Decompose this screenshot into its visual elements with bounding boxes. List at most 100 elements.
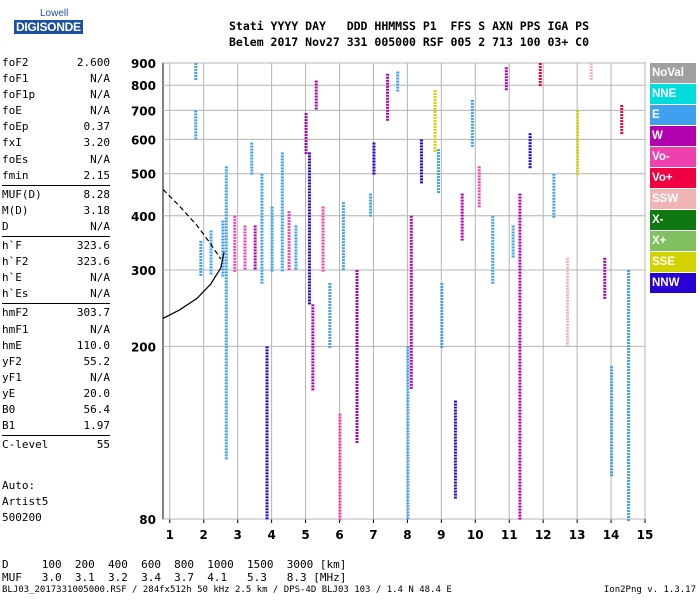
echo-point [406,424,410,427]
echo-point [491,218,495,221]
echo-point [221,268,225,271]
echo-point [221,223,225,226]
echo-column [528,133,532,169]
echo-point [355,278,359,281]
echo-point [311,310,315,313]
echo-point [396,86,400,89]
echo-point [409,260,413,263]
echo-point [199,243,203,246]
legend-item-sse: SSE [650,252,696,272]
echo-point [396,83,400,86]
echo-point [477,190,481,193]
echo-point [307,275,311,278]
echo-point [518,409,522,412]
echo-point [406,427,410,430]
echo-point [406,367,410,370]
echo-point [265,406,269,409]
echo-point [314,80,318,83]
echo-point [627,377,631,380]
param-name: yE [2,386,16,400]
echo-point [338,470,342,473]
echo-point [518,379,522,382]
echo-point [589,66,593,68]
echo-point [477,181,481,184]
echo-point [491,248,495,251]
echo-point [307,221,311,224]
echo-point [311,325,315,328]
echo-point [627,410,631,413]
x-tick-label: 10 [467,528,484,542]
echo-point [224,361,228,364]
echo-point [307,215,311,218]
echo-point [304,143,308,146]
echo-point [287,256,291,259]
echo-point [610,459,614,462]
echo-point [518,265,522,268]
echo-point [338,419,342,422]
echo-point [603,275,607,278]
echo-point [406,418,410,421]
echo-point [355,419,359,422]
echo-point [565,278,569,281]
echo-point [307,188,311,191]
echo-point [209,272,213,275]
echo-point [224,199,228,202]
param-value: 8.28 [83,187,111,201]
echo-point [224,232,228,235]
echo-point [409,341,413,344]
echo-point [224,406,228,409]
echo-point [328,309,332,312]
echo-point [224,382,228,385]
echo-point [355,275,359,278]
echo-point [194,131,198,134]
echo-point [386,97,390,100]
echo-point [355,377,359,380]
echo-point [260,254,264,257]
echo-point [341,223,345,226]
echo-point [280,251,284,254]
echo-point [518,496,522,499]
param-name: B1 [2,419,16,433]
echo-column [627,269,631,521]
echo-point [221,253,225,256]
echo-point [194,63,198,65]
echo-point [386,82,390,85]
echo-point [627,395,631,398]
echo-point [294,249,298,252]
lowell-digisonde-logo: Lowell DIGISONDE [4,6,83,46]
echo-point [328,297,332,300]
echo-point [406,409,410,412]
echo-point [311,379,315,382]
echo-point [265,511,269,514]
logo-brand: Lowell [40,8,69,19]
echo-point [565,290,569,293]
echo-point [265,370,269,373]
echo-point [294,246,298,249]
param-value: 2.15 [83,168,111,182]
echo-point [224,262,228,265]
echo-point [311,370,315,373]
echo-point [265,484,269,487]
echo-point [311,358,315,361]
echo-point [280,155,284,158]
param-value: 0.37 [83,120,111,134]
echo-point [440,318,444,321]
echo-point [328,330,332,333]
echo-point [304,149,308,152]
echo-point [627,374,631,377]
echo-column [321,206,325,272]
echo-point [260,182,264,185]
echo-point [194,137,198,140]
echo-point [338,446,342,449]
echo-point [224,346,228,349]
echo-point [518,343,522,346]
echo-column [194,110,198,140]
echo-point [355,422,359,425]
param-value: N/A [90,72,110,86]
echo-point [409,380,413,383]
echo-point [260,197,264,200]
echo-point [610,426,614,429]
echo-point [460,229,464,232]
echo-point [409,215,413,218]
echo-point [504,76,508,79]
